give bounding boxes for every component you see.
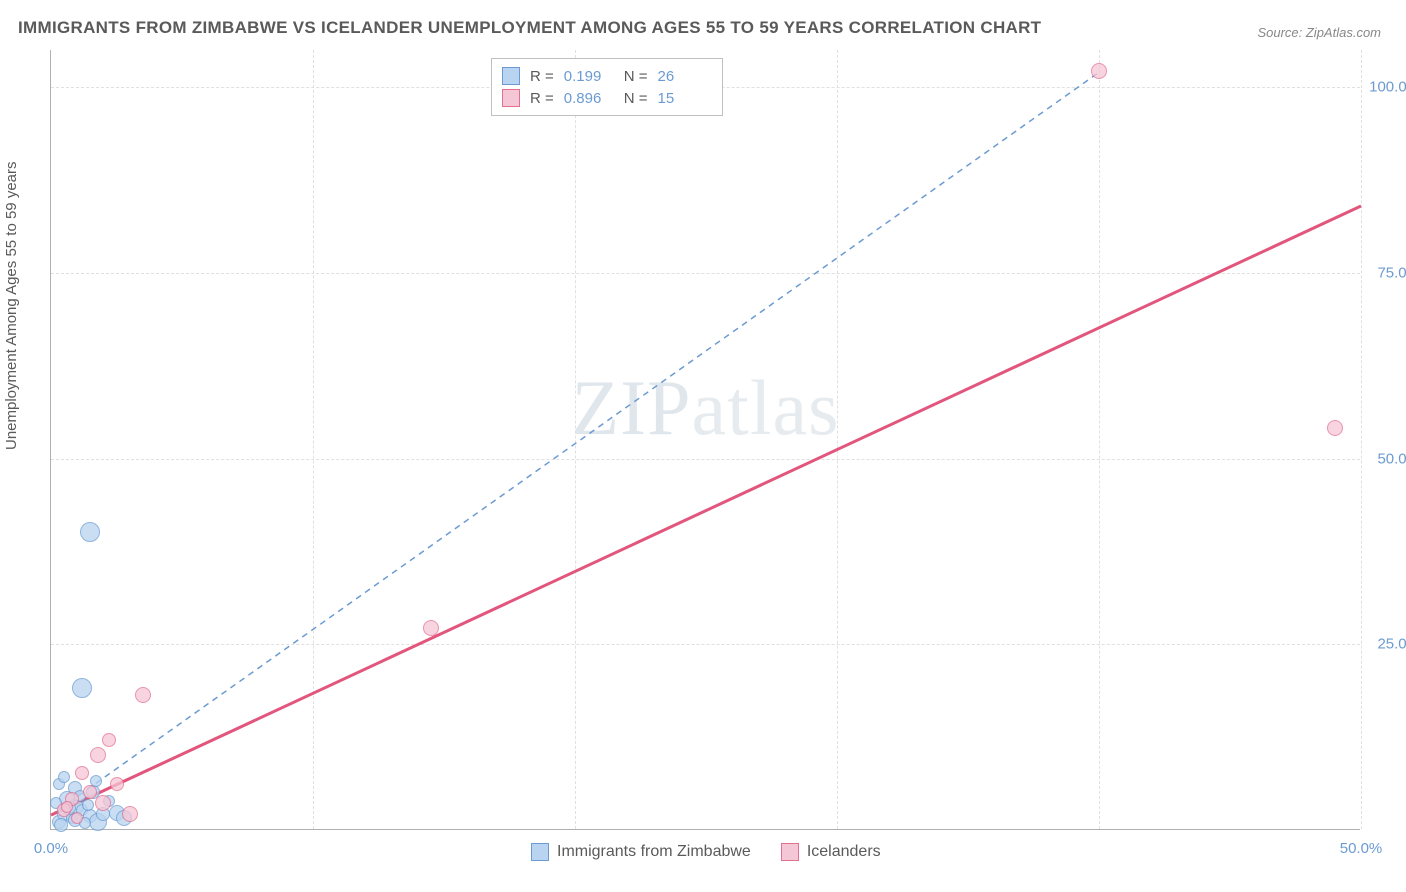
data-point xyxy=(83,785,97,799)
data-point xyxy=(122,806,138,822)
data-point xyxy=(71,812,83,824)
n-label: N = xyxy=(624,68,648,85)
data-point xyxy=(90,747,106,763)
legend-label-icelanders: Icelanders xyxy=(807,843,881,861)
legend-swatch-pink xyxy=(502,89,520,107)
plot-area: ZIPatlas R = 0.199 N = 26 R = 0.896 N = … xyxy=(50,50,1360,830)
y-tick-label: 75.0% xyxy=(1377,264,1406,281)
legend-swatch-pink xyxy=(781,843,799,861)
trend-lines-svg xyxy=(51,50,1360,829)
legend-stats-row-2: R = 0.896 N = 15 xyxy=(502,87,708,109)
legend-stats-box: R = 0.199 N = 26 R = 0.896 N = 15 xyxy=(491,58,723,116)
data-point xyxy=(82,799,94,811)
y-axis-label: Unemployment Among Ages 55 to 59 years xyxy=(3,161,20,450)
data-point xyxy=(102,733,116,747)
n-value-1: 26 xyxy=(658,68,708,85)
legend-label-zimbabwe: Immigrants from Zimbabwe xyxy=(557,843,751,861)
data-point xyxy=(72,678,92,698)
r-value-2: 0.896 xyxy=(564,90,614,107)
legend-swatch-blue xyxy=(531,843,549,861)
n-value-2: 15 xyxy=(658,90,708,107)
y-tick-label: 25.0% xyxy=(1377,636,1406,653)
legend-swatch-blue xyxy=(502,67,520,85)
data-point xyxy=(1327,420,1343,436)
n-label: N = xyxy=(624,90,648,107)
r-label: R = xyxy=(530,68,554,85)
data-point xyxy=(1091,63,1107,79)
legend-item-zimbabwe: Immigrants from Zimbabwe xyxy=(531,843,751,861)
y-tick-label: 100.0% xyxy=(1369,79,1406,96)
data-point xyxy=(423,620,439,636)
y-tick-label: 50.0% xyxy=(1377,450,1406,467)
r-value-1: 0.199 xyxy=(564,68,614,85)
data-point xyxy=(75,766,89,780)
source-attribution: Source: ZipAtlas.com xyxy=(1257,25,1381,40)
legend-item-icelanders: Icelanders xyxy=(781,843,881,861)
x-tick-label: 0.0% xyxy=(34,840,68,857)
r-label: R = xyxy=(530,90,554,107)
data-point xyxy=(110,777,124,791)
chart-title: IMMIGRANTS FROM ZIMBABWE VS ICELANDER UN… xyxy=(18,18,1041,38)
data-point xyxy=(61,801,73,813)
legend-stats-row-1: R = 0.199 N = 26 xyxy=(502,65,708,87)
data-point xyxy=(58,771,70,783)
data-point xyxy=(80,522,100,542)
data-point xyxy=(135,687,151,703)
x-tick-label: 50.0% xyxy=(1340,840,1383,857)
data-point xyxy=(95,795,111,811)
legend-series: Immigrants from Zimbabwe Icelanders xyxy=(531,843,881,861)
